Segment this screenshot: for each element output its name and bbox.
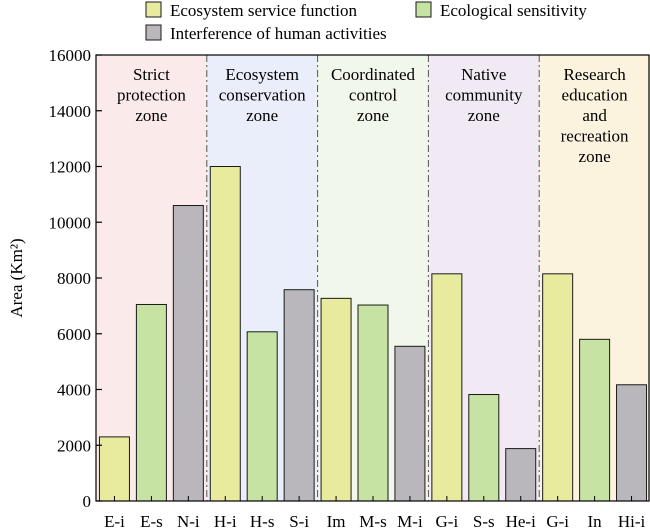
zone-label-line: Research [563,65,626,84]
legend-label: Interference of human activities [170,24,387,43]
bar [357,304,389,502]
zone-label-line: and [582,106,607,125]
bar [616,384,648,502]
bar [505,448,537,502]
bar [320,297,352,502]
y-tick-label: 6000 [57,325,91,344]
x-tick-label: G-i [546,512,569,530]
zone-label-line: recreation [561,127,629,146]
x-tick-label: In [588,512,603,530]
bars [98,166,648,502]
y-tick-label: 0 [83,492,92,511]
x-tick-label: Im [327,512,346,530]
bar [579,338,611,502]
bar [246,331,278,502]
zone-label-line: zone [468,106,500,125]
bar [431,273,463,502]
legend-label: Ecosystem service function [170,1,357,20]
zone-label: Native community zone [445,65,523,125]
y-axis-title: Area (Km²) [7,238,26,317]
zone-label: Research education and recreation zone [561,65,629,166]
bar [542,273,574,502]
legend: Ecosystem service function Ecological sen… [145,1,587,43]
zone-label: Coordinated control zone [331,65,416,125]
legend-swatch [415,1,432,18]
zone-label-line: zone [579,147,611,166]
x-tick-label: E-s [140,512,163,530]
zone-label-line: control [349,86,397,105]
zone-label-line: Strict [133,65,170,84]
zone-label-line: Ecosystem [225,65,299,84]
bar [172,205,204,502]
legend-label: Ecological sensitivity [440,1,587,20]
zone-label-line: Native [461,65,506,84]
zone-label-line: education [562,86,629,105]
x-tick-label: Hi-i [618,512,646,530]
bar [209,166,241,502]
zone-label-line: Coordinated [331,65,416,84]
bar [283,289,315,502]
zone-label-line: zone [246,106,278,125]
axes: E-i E-s N-i H-i H-s S-i Im M-s M-i G-i S-s He-i G-i I… [7,46,650,530]
y-tick-label: 10000 [49,213,92,232]
bar [394,345,426,502]
y-tick-label: 14000 [49,102,92,121]
bar [98,436,130,502]
y-tick-label: 4000 [57,381,91,400]
x-tick-label: S-i [289,512,309,530]
x-tick-label: G-i [436,512,459,530]
zone-label-line: community [445,86,523,105]
y-tick-label: 8000 [57,269,91,288]
y-tick-label: 12000 [49,158,92,177]
legend-swatch [145,24,162,41]
zone-label-line: zone [357,106,389,125]
x-tick-label: H-s [250,512,275,530]
x-tick-label: He-i [506,512,536,530]
x-tick-label: S-s [473,512,495,530]
legend-swatch [145,1,162,18]
x-tick-label: N-i [177,512,200,530]
zone-label-line: protection [117,86,186,105]
x-tick-label: M-i [397,512,423,530]
bar [135,303,167,502]
zone-label: Ecosystem conservation zone [219,65,306,125]
zone-label: Strict protection zone [117,65,186,125]
bar [468,394,500,502]
x-tick-label: M-s [359,512,386,530]
y-tick-label: 16000 [49,46,92,65]
y-tick-label: 2000 [57,436,91,455]
x-tick-label: E-i [104,512,125,530]
x-tick-label: H-i [214,512,237,530]
zone-label-line: zone [135,106,167,125]
zone-label-line: conservation [219,86,306,105]
zone-dividers [206,55,540,501]
